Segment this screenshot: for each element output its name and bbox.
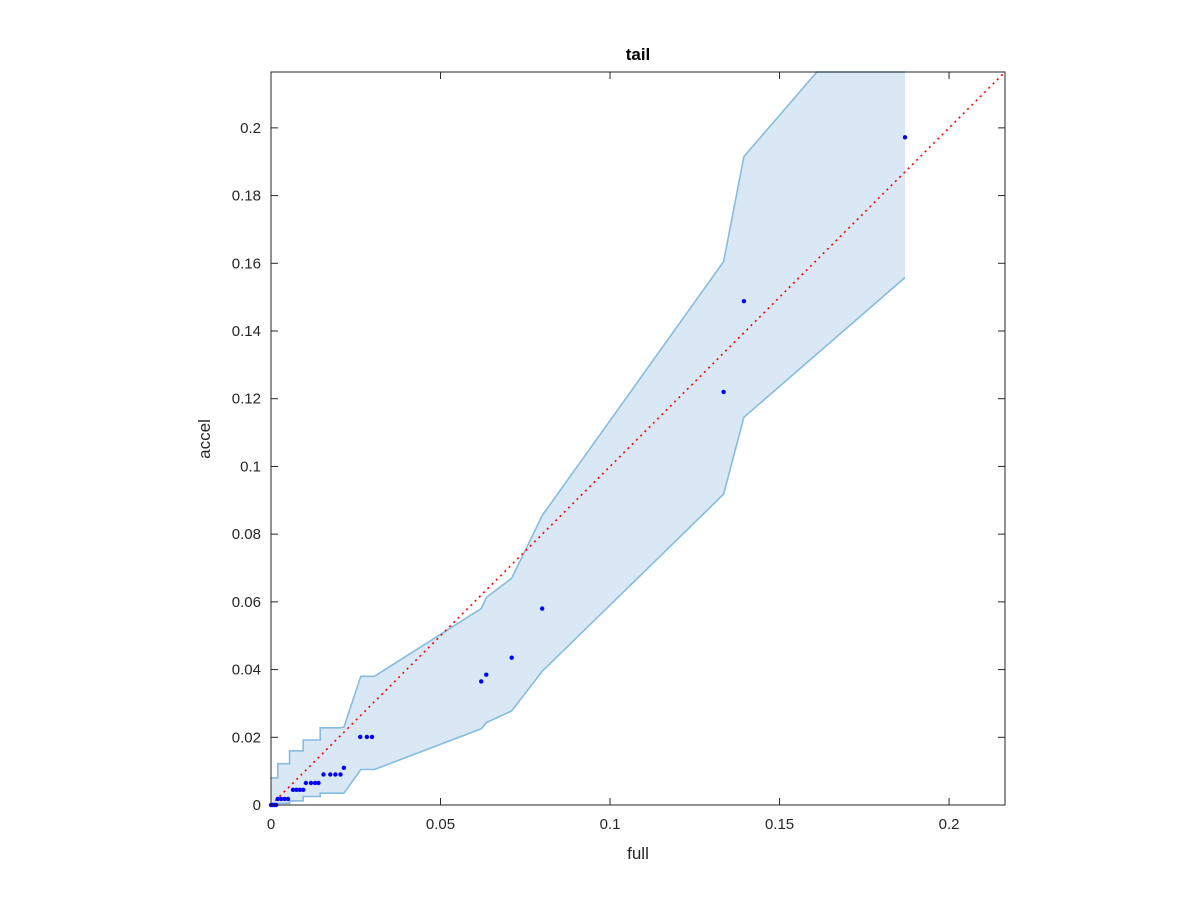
y-tick-label: 0.12 <box>232 391 261 408</box>
x-axis-label: full <box>627 844 649 863</box>
data-point <box>285 796 291 802</box>
data-point <box>275 796 280 802</box>
data-point <box>316 780 321 786</box>
confidence-band <box>271 72 905 805</box>
data-point <box>290 787 296 792</box>
data-point <box>328 772 333 777</box>
data-point <box>358 734 363 740</box>
data-point <box>301 787 306 792</box>
data-point <box>484 672 489 677</box>
data-point <box>308 780 314 786</box>
chart-title: tail <box>626 45 651 64</box>
data-point <box>294 787 299 792</box>
y-tick-label: 0.02 <box>232 729 261 746</box>
data-point <box>509 655 514 660</box>
data-point <box>364 734 370 740</box>
data-point <box>279 796 284 802</box>
y-tick-label: 0.06 <box>232 594 261 611</box>
band-upper-edge <box>271 71 905 779</box>
y-tick-label: 0.14 <box>232 323 261 340</box>
x-tick-label: 0.05 <box>426 816 455 833</box>
band-lower-edge <box>271 276 906 806</box>
x-tick-label: 0.1 <box>600 816 621 833</box>
y-tick-label: 0.18 <box>232 188 261 205</box>
y-tick-label: 0.16 <box>232 255 261 272</box>
data-point <box>741 299 747 304</box>
y-tick-label: 0.08 <box>232 526 261 543</box>
data-point <box>297 787 302 792</box>
axis-ticks: 0 0.05 0.1 0.15 0.2 0 0.02 0.04 0.06 0.08 0.1 0.12 0… <box>232 72 1005 833</box>
data-point <box>282 796 287 802</box>
data-point <box>333 772 338 777</box>
x-tick-label: 0 <box>267 816 275 833</box>
x-tick-label: 0.15 <box>765 816 794 833</box>
data-point <box>540 606 545 611</box>
data-point <box>721 389 726 395</box>
y-tick-label: 0 <box>253 797 261 814</box>
y-tick-label: 0.1 <box>240 458 261 475</box>
data-point <box>312 780 318 786</box>
data-point <box>369 734 375 740</box>
data-point <box>902 135 908 140</box>
axes-frame <box>270 71 1006 806</box>
y-tick-label: 0.2 <box>240 120 261 137</box>
data-point <box>338 772 343 777</box>
data-point <box>341 765 347 770</box>
x-tick-label: 0.2 <box>939 816 960 833</box>
y-tick-label: 0.04 <box>232 662 261 679</box>
diagonal-reference-line <box>270 71 1006 806</box>
plot-area <box>268 71 1006 808</box>
data-point <box>303 780 309 786</box>
y-axis-label: accel <box>195 419 214 459</box>
data-point <box>321 772 326 777</box>
data-point <box>479 679 484 684</box>
